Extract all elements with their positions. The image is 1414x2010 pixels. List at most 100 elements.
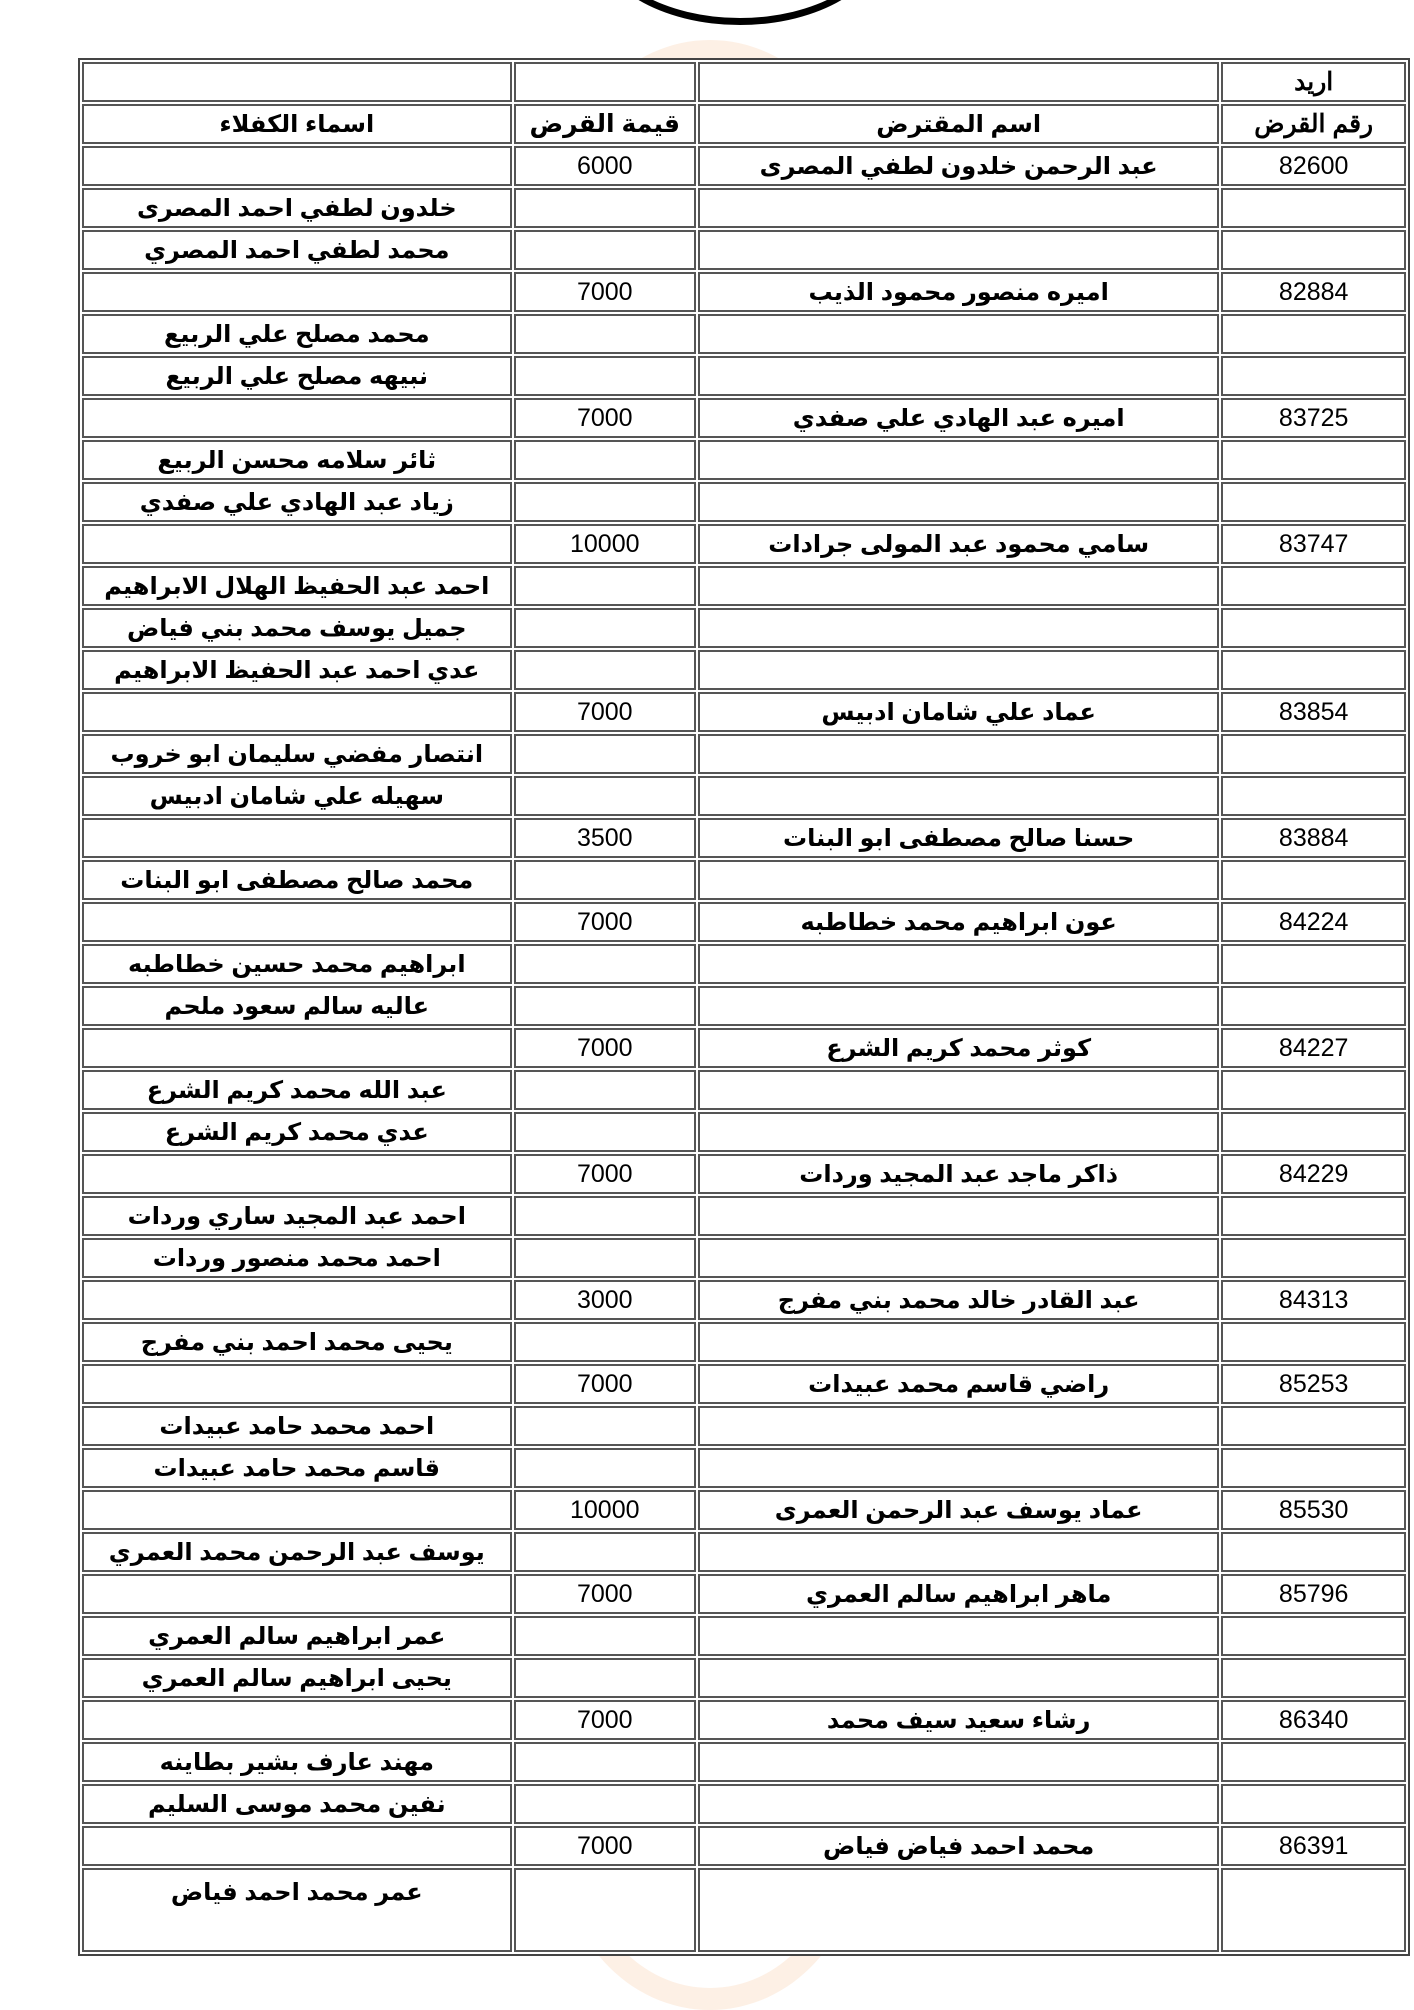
borrower-name-cell xyxy=(697,1616,1220,1656)
borrower-name-cell: محمد احمد فياض فياض xyxy=(697,1826,1220,1866)
loan-amount-cell: 7000 xyxy=(513,398,696,438)
guarantor-name-cell: عدي محمد كريم الشرع xyxy=(82,1112,512,1152)
loan-amount-cell xyxy=(513,566,696,606)
borrower-name-cell xyxy=(697,356,1220,396)
loan-amount-cell xyxy=(513,776,696,816)
guarantor-name-cell: خلدون لطفي احمد المصرى xyxy=(82,188,512,228)
guarantor-name-cell xyxy=(82,524,512,564)
table-row: انتصار مفضي سليمان ابو خروب xyxy=(82,734,1406,774)
borrower-name-cell xyxy=(697,608,1220,648)
empty-cell xyxy=(697,62,1220,102)
table-row: عدي محمد كريم الشرع xyxy=(82,1112,1406,1152)
borrower-name-cell: رشاء سعيد سيف محمد xyxy=(697,1700,1220,1740)
table-row: احمد محمد منصور وردات xyxy=(82,1238,1406,1278)
guarantor-name-cell xyxy=(82,1826,512,1866)
guarantor-name-cell: سهيله علي شامان ادبيس xyxy=(82,776,512,816)
loan-number-cell: 84227 xyxy=(1221,1028,1406,1068)
borrower-name-cell xyxy=(697,1112,1220,1152)
guarantor-name-cell: جميل يوسف محمد بني فياض xyxy=(82,608,512,648)
loan-number-cell: 84229 xyxy=(1221,1154,1406,1194)
guarantor-name-cell xyxy=(82,1574,512,1614)
table-row: خلدون لطفي احمد المصرى xyxy=(82,188,1406,228)
loan-number-cell xyxy=(1221,1616,1406,1656)
borrower-name-cell xyxy=(697,188,1220,228)
loan-number-cell xyxy=(1221,1532,1406,1572)
loan-number-cell xyxy=(1221,1070,1406,1110)
loan-amount-cell: 7000 xyxy=(513,1154,696,1194)
loan-number-cell: 83747 xyxy=(1221,524,1406,564)
table-row: 86391 محمد احمد فياض فياض 7000 xyxy=(82,1826,1406,1866)
guarantor-name-cell: احمد عبد الحفيظ الهلال الابراهيم xyxy=(82,566,512,606)
borrower-name-cell xyxy=(697,566,1220,606)
loan-amount-cell xyxy=(513,482,696,522)
loan-amount-cell xyxy=(513,986,696,1026)
loan-number-cell: 85253 xyxy=(1221,1364,1406,1404)
loan-number-cell xyxy=(1221,188,1406,228)
guarantor-name-cell: احمد محمد حامد عبيدات xyxy=(82,1406,512,1446)
loan-number-cell xyxy=(1221,734,1406,774)
loan-amount-cell xyxy=(513,230,696,270)
loan-amount-cell xyxy=(513,1196,696,1236)
loan-amount-cell: 7000 xyxy=(513,902,696,942)
loan-number-cell xyxy=(1221,860,1406,900)
loan-amount-cell xyxy=(513,440,696,480)
loan-amount-cell xyxy=(513,188,696,228)
loan-number-cell xyxy=(1221,440,1406,480)
guarantor-name-cell: احمد محمد منصور وردات xyxy=(82,1238,512,1278)
borrower-name-cell xyxy=(697,1322,1220,1362)
borrower-name-cell xyxy=(697,1406,1220,1446)
loan-amount-cell xyxy=(513,1112,696,1152)
borrower-name-cell xyxy=(697,944,1220,984)
guarantor-name-cell: انتصار مفضي سليمان ابو خروب xyxy=(82,734,512,774)
table-row: عدي احمد عبد الحفيظ الابراهيم xyxy=(82,650,1406,690)
borrower-name-cell xyxy=(697,1658,1220,1698)
loan-number-cell: 85530 xyxy=(1221,1490,1406,1530)
loan-amount-cell xyxy=(513,1784,696,1824)
loan-amount-cell xyxy=(513,1658,696,1698)
loan-number-cell xyxy=(1221,1658,1406,1698)
table-row: جميل يوسف محمد بني فياض xyxy=(82,608,1406,648)
guarantor-name-cell: محمد مصلح علي الربيع xyxy=(82,314,512,354)
loans-table: اريد رقم القرض اسم المقترض قيمة القرض اس… xyxy=(78,58,1410,1956)
loan-amount-cell xyxy=(513,1322,696,1362)
loan-amount-cell xyxy=(513,1070,696,1110)
guarantor-name-cell xyxy=(82,1280,512,1320)
guarantor-name-cell xyxy=(82,146,512,186)
guarantor-name-cell: يحيى محمد احمد بني مفرج xyxy=(82,1322,512,1362)
guarantor-name-cell: عبد الله محمد كريم الشرع xyxy=(82,1070,512,1110)
loan-number-cell xyxy=(1221,1448,1406,1488)
borrower-name-cell: ماهر ابراهيم سالم العمري xyxy=(697,1574,1220,1614)
loan-amount-cell: 7000 xyxy=(513,1700,696,1740)
loan-amount-cell: 7000 xyxy=(513,272,696,312)
table-row: احمد عبد المجيد ساري وردات xyxy=(82,1196,1406,1236)
loan-number-cell: 86391 xyxy=(1221,1826,1406,1866)
loan-amount-cell: 10000 xyxy=(513,524,696,564)
loan-number-cell: 85796 xyxy=(1221,1574,1406,1614)
table-row: 83725 اميره عبد الهادي علي صفدي 7000 xyxy=(82,398,1406,438)
loan-number-cell xyxy=(1221,776,1406,816)
header-amount: قيمة القرض xyxy=(513,104,696,144)
guarantor-name-cell xyxy=(82,398,512,438)
table-row: عمر ابراهيم سالم العمري xyxy=(82,1616,1406,1656)
table-row: 84224 عون ابراهيم محمد خطاطبه 7000 xyxy=(82,902,1406,942)
table-row: 85530 عماد يوسف عبد الرحمن العمرى 10000 xyxy=(82,1490,1406,1530)
loan-number-cell xyxy=(1221,230,1406,270)
loan-number-cell xyxy=(1221,1784,1406,1824)
loan-number-cell: 86340 xyxy=(1221,1700,1406,1740)
table-row: محمد مصلح علي الربيع xyxy=(82,314,1406,354)
borrower-name-cell xyxy=(697,734,1220,774)
city-label: اريد xyxy=(1221,62,1406,102)
borrower-name-cell: سامي محمود عبد المولى جرادات xyxy=(697,524,1220,564)
table-row: قاسم محمد حامد عبيدات xyxy=(82,1448,1406,1488)
loan-amount-cell xyxy=(513,860,696,900)
loan-amount-cell: 7000 xyxy=(513,1826,696,1866)
guarantor-name-cell xyxy=(82,692,512,732)
guarantor-name-cell xyxy=(82,902,512,942)
guarantor-name-cell xyxy=(82,1490,512,1530)
borrower-name-cell: ذاكر ماجد عبد المجيد وردات xyxy=(697,1154,1220,1194)
table-row: سهيله علي شامان ادبيس xyxy=(82,776,1406,816)
table-row: 84227 كوثر محمد كريم الشرع 7000 xyxy=(82,1028,1406,1068)
guarantor-name-cell: محمد صالح مصطفى ابو البنات xyxy=(82,860,512,900)
table-row: 85796 ماهر ابراهيم سالم العمري 7000 xyxy=(82,1574,1406,1614)
table-row: عبد الله محمد كريم الشرع xyxy=(82,1070,1406,1110)
